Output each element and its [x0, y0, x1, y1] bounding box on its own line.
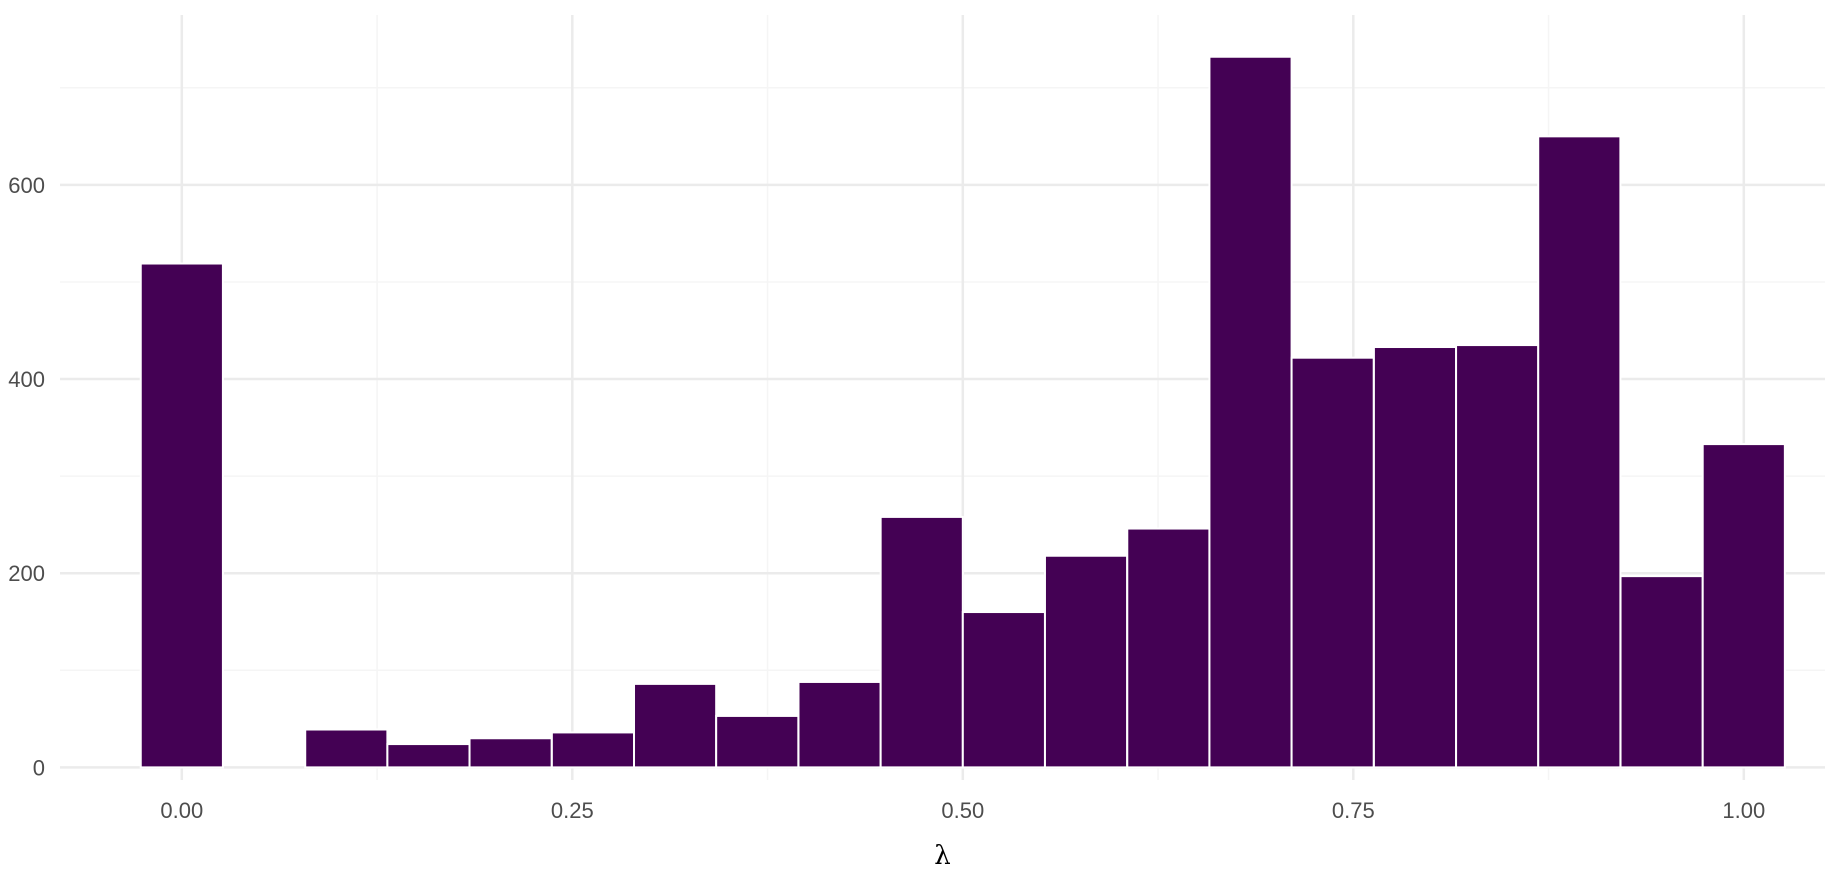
histogram-bar: [550, 731, 636, 769]
y-tick-label: 400: [8, 367, 45, 392]
histogram-bar: [1290, 356, 1375, 769]
histogram-bar: [715, 714, 800, 769]
histogram-bar: [961, 611, 1046, 769]
histogram-bar: [1126, 527, 1211, 769]
histogram-bar: [879, 515, 964, 769]
histogram-bar: [1537, 135, 1622, 769]
y-tick-label: 0: [33, 755, 45, 780]
histogram-bar: [386, 743, 471, 769]
bars-layer: [139, 55, 1786, 769]
histogram-bar: [1208, 55, 1293, 769]
y-tick-label: 600: [8, 173, 45, 198]
x-axis-ticks: 0.00 0.25 0.50 0.75 1.00: [160, 798, 1765, 823]
histogram-bar: [1701, 443, 1786, 769]
histogram-bar: [1043, 554, 1129, 769]
histogram-bar: [139, 262, 224, 769]
x-tick-label: 1.00: [1722, 798, 1765, 823]
histogram-bar: [468, 737, 553, 769]
y-axis-ticks: 0 200 400 600: [8, 173, 45, 780]
histogram-bar: [1372, 346, 1458, 769]
histogram-bar: [1455, 344, 1540, 769]
y-tick-label: 200: [8, 561, 45, 586]
x-tick-label: 0.75: [1332, 798, 1375, 823]
x-axis-title: λ: [934, 841, 950, 871]
x-tick-label: 0.00: [160, 798, 203, 823]
histogram-bar: [633, 682, 718, 769]
x-tick-label: 0.50: [941, 798, 984, 823]
histogram-bar: [797, 680, 882, 769]
x-tick-label: 0.25: [551, 798, 594, 823]
histogram-bar: [304, 728, 389, 769]
histogram-bar: [1619, 575, 1704, 769]
